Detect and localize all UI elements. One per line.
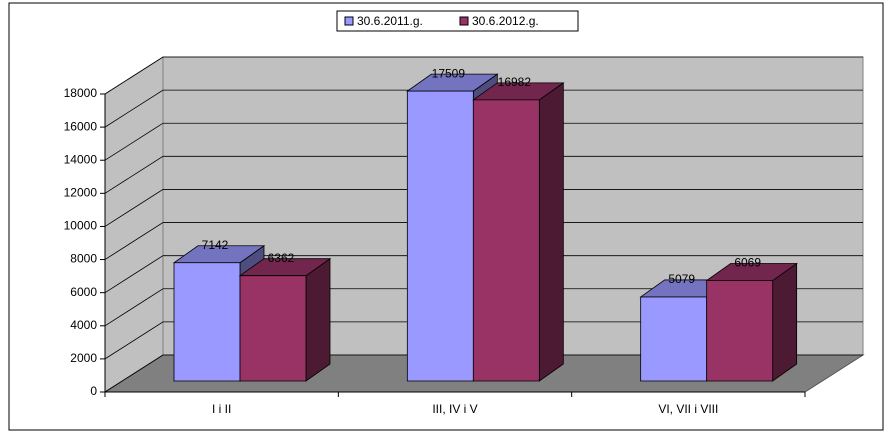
y-tick-label: 2000 [70, 351, 97, 365]
bar-front [406, 90, 474, 382]
bar [472, 82, 565, 382]
bar-front [706, 280, 774, 382]
y-tick-label: 4000 [70, 318, 97, 332]
grid-line [104, 288, 863, 327]
x-tick-label: VI, VII i VIII [658, 402, 718, 416]
grid-line [104, 321, 863, 360]
bar-front [640, 296, 708, 382]
bar-front [472, 99, 540, 382]
grid-line [104, 189, 863, 227]
side-wall [104, 56, 164, 393]
grid-line [104, 56, 863, 95]
grid-line [104, 354, 863, 393]
bar-side [538, 82, 564, 382]
grid-line [104, 155, 863, 194]
legend-label: 30.6.2012.g. [472, 14, 539, 28]
legend-swatch [459, 16, 469, 26]
grid-line [104, 255, 863, 294]
y-tick-label: 10000 [64, 219, 98, 233]
value-label: 6362 [268, 251, 295, 265]
legend-label: 30.6.2011.g. [357, 14, 423, 28]
value-label: 6069 [734, 256, 761, 270]
value-label: 7142 [202, 238, 229, 252]
value-label: 16982 [498, 75, 532, 89]
y-tick-label: 0 [90, 384, 97, 398]
y-tick-label: 8000 [70, 252, 97, 266]
y-tick-label: 16000 [64, 119, 98, 133]
y-tick-label: 12000 [64, 186, 98, 200]
legend-box [336, 10, 579, 32]
bar-side [305, 257, 331, 382]
legend-swatch [344, 16, 354, 26]
x-tick-label: I i II [212, 402, 231, 416]
y-tick-label: 14000 [64, 152, 98, 166]
bar-side [772, 262, 798, 382]
grid-line [104, 122, 863, 161]
value-label: 17509 [432, 66, 466, 80]
bar [705, 262, 798, 382]
x-tick-label: III, IV i V [432, 402, 477, 416]
bar-front [173, 262, 241, 382]
value-label: 5079 [668, 272, 695, 286]
y-tick-label: 18000 [64, 86, 98, 100]
bar [238, 257, 332, 382]
grid-line [104, 222, 863, 260]
y-tick-label: 6000 [70, 285, 97, 299]
grid-line [104, 89, 863, 128]
bar-front [239, 275, 307, 382]
